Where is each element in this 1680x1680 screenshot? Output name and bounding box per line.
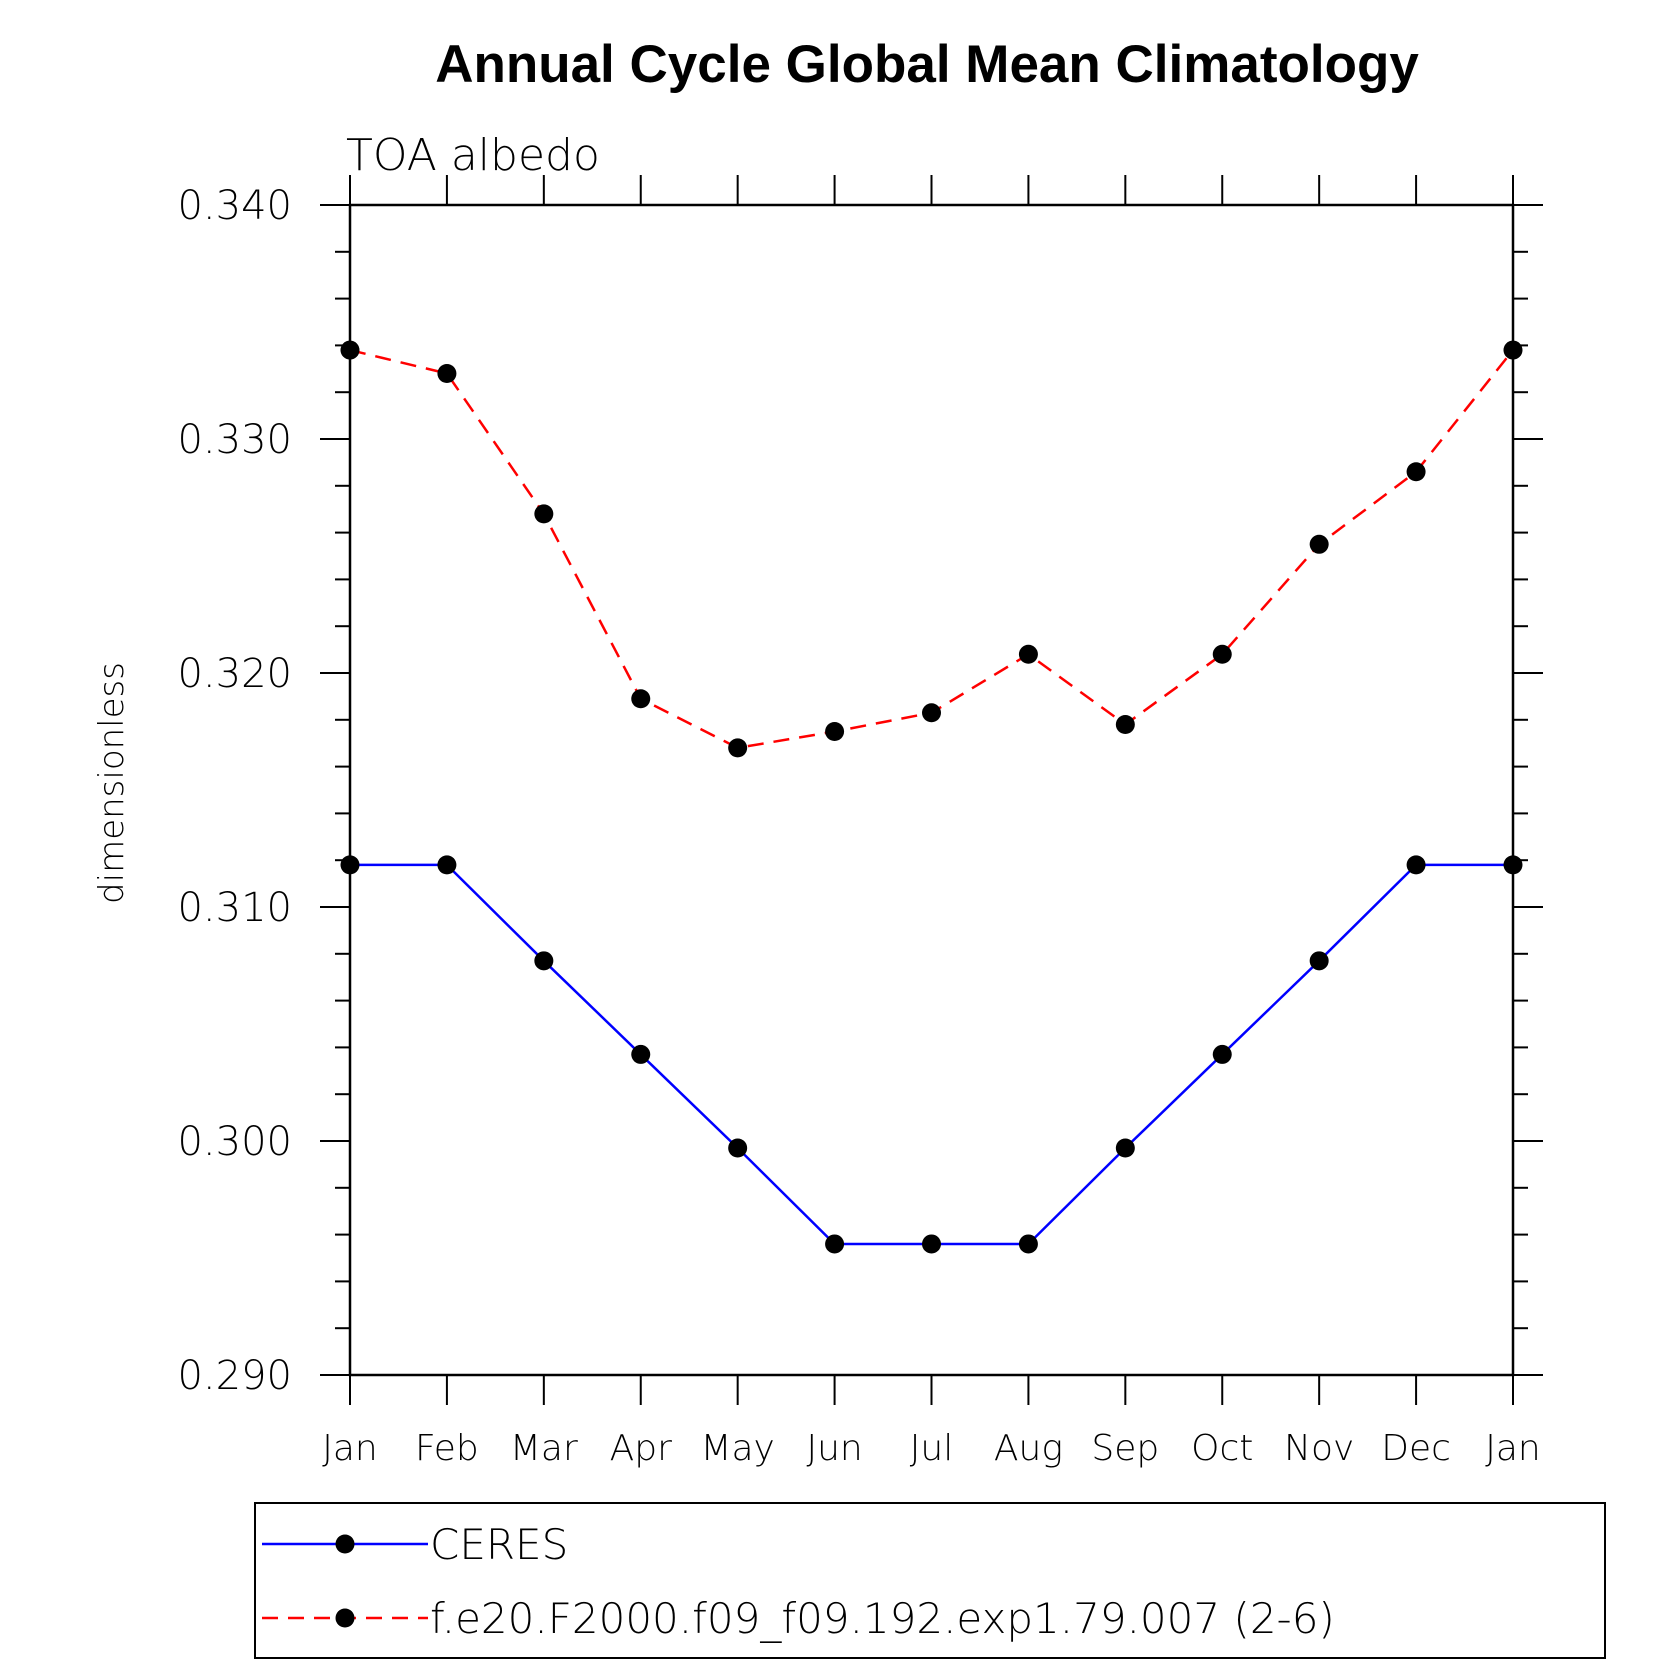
data-point — [922, 1234, 941, 1254]
data-point — [340, 855, 360, 875]
x-tick-label: Feb — [415, 1428, 479, 1469]
data-point — [728, 738, 748, 758]
data-point — [825, 1234, 845, 1254]
legend-label-0: CERES — [430, 1520, 568, 1569]
data-point — [340, 340, 360, 360]
x-tick-label: Jul — [910, 1428, 953, 1469]
y-tick-label: 0.290 — [177, 1353, 292, 1399]
data-point — [1115, 1138, 1135, 1158]
legend-entries: CERES f.e20.F2000.f09_f09.192.exp1.79.007… — [262, 1520, 1335, 1643]
x-tick-label: Mar — [510, 1428, 578, 1469]
plot-frame — [348, 203, 1515, 1377]
data-point — [631, 1044, 651, 1064]
data-point — [1406, 462, 1426, 482]
chart-subtitle: TOA albedo — [346, 130, 600, 181]
chart-title: Annual Cycle Global Mean Climatology — [435, 35, 1419, 94]
x-tick-label: Dec — [1381, 1428, 1451, 1469]
series-line-1 — [349, 348, 1514, 750]
x-tick-label: Jun — [806, 1428, 862, 1469]
y-tick-label: 0.310 — [177, 885, 292, 931]
y-tick-label: 0.330 — [177, 417, 292, 463]
legend-frame — [254, 1502, 1606, 1659]
legend-marker-0 — [335, 1534, 355, 1554]
y-tick-label: 0.320 — [177, 651, 292, 697]
y-tick-label: 0.340 — [177, 183, 292, 229]
data-point — [1018, 1234, 1038, 1254]
data-point — [631, 689, 651, 709]
x-tick-label: Apr — [610, 1428, 672, 1469]
legend-label-1: f.e20.F2000.f09_f09.192.exp1.79.007 (2-6… — [430, 1594, 1335, 1643]
x-tick-label: Aug — [994, 1428, 1063, 1469]
data-point — [1503, 340, 1523, 360]
x-tick-labels: Jan Feb Mar Apr May Jun Jul Aug Sep Oct Nov Dec Jan — [322, 1428, 1541, 1469]
data-point — [1212, 1044, 1232, 1064]
data-point — [1115, 714, 1135, 734]
series-line-0 — [350, 863, 1513, 1246]
legend-marker-1 — [335, 1608, 355, 1628]
data-point — [1503, 855, 1523, 875]
data-point — [922, 703, 941, 723]
data-point — [825, 722, 845, 741]
data-point — [1406, 855, 1426, 875]
x-tick-label: Sep — [1091, 1428, 1159, 1469]
y-tick-label: 0.300 — [177, 1119, 292, 1165]
legend: CERES f.e20.F2000.f09_f09.192.exp1.79.007… — [254, 1502, 1606, 1659]
data-point — [1212, 644, 1232, 664]
x-tick-label: Oct — [1191, 1428, 1253, 1469]
series-layer — [340, 340, 1523, 1254]
data-point — [437, 363, 457, 383]
data-point — [1309, 951, 1329, 971]
data-point — [534, 504, 554, 524]
x-tick-label: Nov — [1284, 1428, 1354, 1469]
x-tick-label: Jan — [1485, 1428, 1541, 1469]
axes — [320, 175, 1543, 1405]
data-point — [1018, 644, 1038, 664]
y-axis-label: dimensionless — [92, 662, 132, 904]
data-point — [728, 1138, 748, 1158]
data-point — [534, 951, 554, 971]
x-tick-label: Jan — [322, 1428, 378, 1469]
y-tick-labels: 0.290 0.300 0.310 0.320 0.330 0.340 — [177, 183, 292, 1399]
data-point — [437, 855, 457, 875]
x-tick-label: May — [700, 1428, 774, 1469]
data-point — [1309, 534, 1329, 554]
